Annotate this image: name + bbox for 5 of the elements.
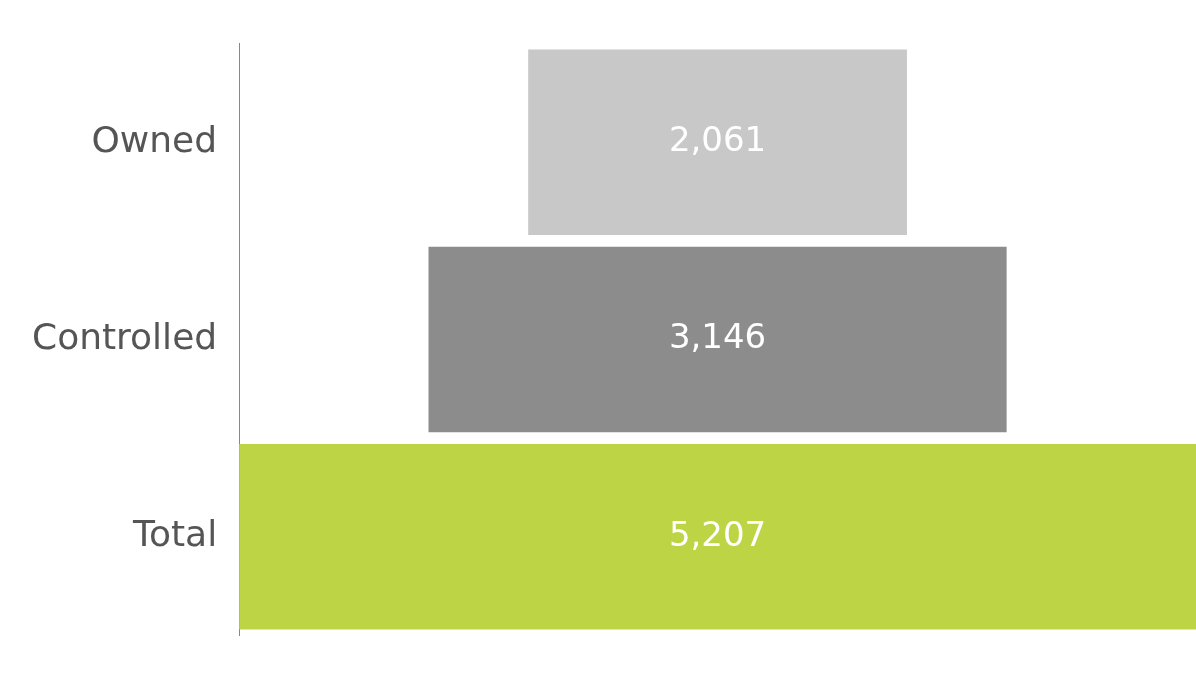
category-label: Controlled	[31, 315, 218, 357]
data-label: 5,207	[668, 513, 767, 554]
data-label: 3,146	[668, 316, 767, 357]
category-label: Total	[132, 513, 218, 555]
category-label: Owned	[91, 118, 218, 160]
